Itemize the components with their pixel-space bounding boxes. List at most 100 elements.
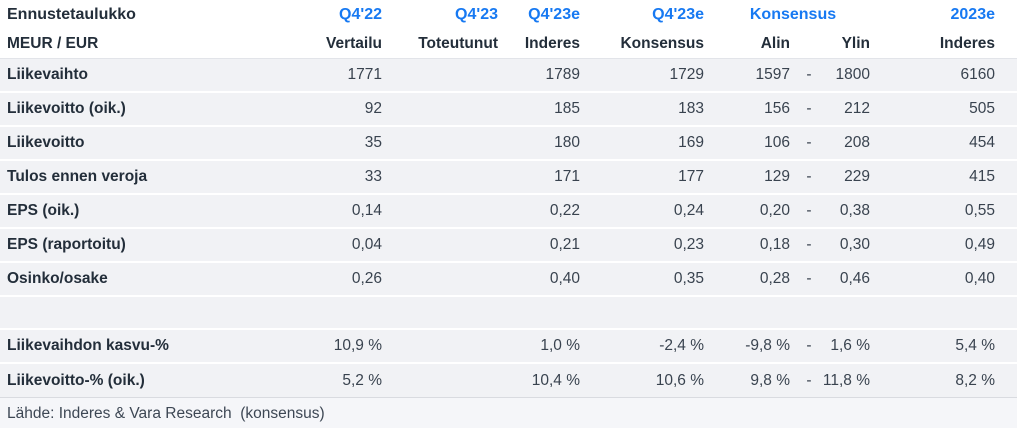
row-label: EPS (oik.) [0, 194, 296, 228]
subheader-inderes: Inderes [504, 30, 586, 58]
table-row-liikevoitto: Liikevoitto 35 180 169 106 - 208 454 [0, 126, 1017, 160]
row-label: EPS (raportoitu) [0, 228, 296, 262]
subheader-vertailu: Vertailu [296, 30, 388, 58]
cell-q4-23 [388, 262, 504, 296]
cell-q4-23 [388, 126, 504, 160]
cell-alin: 0,18 [710, 228, 796, 262]
cell-q4-23e-inderes: 0,22 [504, 194, 586, 228]
col-header-q4-23e-konsensus: Q4'23e [586, 0, 710, 30]
subheader-dash-spacer [796, 30, 822, 58]
row-label: Tulos ennen veroja [0, 160, 296, 194]
cell-2023e: 415 [876, 160, 1017, 194]
cell-range-dash: - [796, 160, 822, 194]
cell-ylin: 0,38 [822, 194, 876, 228]
cell-q4-22: 35 [296, 126, 388, 160]
cell-2023e: 6160 [876, 58, 1017, 92]
col-header-q4-23: Q4'23 [388, 0, 504, 30]
cell-2023e: 0,40 [876, 262, 1017, 296]
cell-range-dash: - [796, 194, 822, 228]
cell-q4-23e-konsensus: 0,35 [586, 262, 710, 296]
cell-2023e: 5,4 % [876, 329, 1017, 363]
cell-2023e: 505 [876, 92, 1017, 126]
cell-q4-23 [388, 363, 504, 397]
cell-2023e: 454 [876, 126, 1017, 160]
subheader-toteutunut: Toteutunut [388, 30, 504, 58]
cell-q4-23e-konsensus: 183 [586, 92, 710, 126]
unit-label: MEUR / EUR [0, 30, 296, 58]
cell-ylin: 229 [822, 160, 876, 194]
cell-q4-23e-konsensus: 0,23 [586, 228, 710, 262]
table-title: Ennustetaulukko [0, 0, 296, 30]
table-row-eps-raportoitu: EPS (raportoitu) 0,04 0,21 0,23 0,18 - 0… [0, 228, 1017, 262]
cell-q4-22: 10,9 % [296, 329, 388, 363]
cell-q4-22: 0,26 [296, 262, 388, 296]
cell-q4-23e-inderes: 0,21 [504, 228, 586, 262]
table-row-osinko-osake: Osinko/osake 0,26 0,40 0,35 0,28 - 0,46 … [0, 262, 1017, 296]
cell-q4-23e-inderes: 185 [504, 92, 586, 126]
subheader-alin: Alin [710, 30, 796, 58]
table-spacer-row [0, 296, 1017, 329]
cell-alin: 0,28 [710, 262, 796, 296]
cell-ylin: 208 [822, 126, 876, 160]
cell-q4-22: 0,04 [296, 228, 388, 262]
cell-ylin: 0,46 [822, 262, 876, 296]
cell-ylin: 11,8 % [822, 363, 876, 397]
cell-range-dash: - [796, 126, 822, 160]
cell-q4-23e-konsensus: 10,6 % [586, 363, 710, 397]
cell-q4-22: 33 [296, 160, 388, 194]
cell-2023e: 0,55 [876, 194, 1017, 228]
cell-ylin: 212 [822, 92, 876, 126]
cell-q4-23e-konsensus: 177 [586, 160, 710, 194]
row-label: Liikevoitto-% (oik.) [0, 363, 296, 397]
cell-range-dash: - [796, 58, 822, 92]
cell-q4-23 [388, 160, 504, 194]
table-row-liikevoitto-pct-oik: Liikevoitto-% (oik.) 5,2 % 10,4 % 10,6 %… [0, 363, 1017, 397]
cell-q4-23 [388, 58, 504, 92]
cell-alin: 129 [710, 160, 796, 194]
cell-range-dash: - [796, 92, 822, 126]
header-sub-row: MEUR / EUR Vertailu Toteutunut Inderes K… [0, 30, 1017, 58]
cell-range-dash: - [796, 228, 822, 262]
cell-alin: 1597 [710, 58, 796, 92]
row-label: Liikevoitto [0, 126, 296, 160]
source-attribution: Lähde: Inderes & Vara Research (konsensu… [0, 397, 1017, 428]
cell-q4-22: 0,14 [296, 194, 388, 228]
col-header-q4-22: Q4'22 [296, 0, 388, 30]
row-label: Osinko/osake [0, 262, 296, 296]
table-row-liikevaihdon-kasvu-pct: Liikevaihdon kasvu-% 10,9 % 1,0 % -2,4 %… [0, 329, 1017, 363]
cell-ylin: 1,6 % [822, 329, 876, 363]
cell-q4-22: 5,2 % [296, 363, 388, 397]
cell-q4-23e-konsensus: -2,4 % [586, 329, 710, 363]
subheader-ylin: Ylin [822, 30, 876, 58]
cell-q4-23e-konsensus: 1729 [586, 58, 710, 92]
subheader-inderes-2023e: Inderes [876, 30, 1017, 58]
row-label: Liikevaihdon kasvu-% [0, 329, 296, 363]
cell-q4-23 [388, 92, 504, 126]
cell-q4-23 [388, 228, 504, 262]
cell-q4-23e-inderes: 1,0 % [504, 329, 586, 363]
cell-q4-22: 92 [296, 92, 388, 126]
table-row-tulos-ennen-veroja: Tulos ennen veroja 33 171 177 129 - 229 … [0, 160, 1017, 194]
cell-q4-23e-inderes: 1789 [504, 58, 586, 92]
subheader-konsensus: Konsensus [586, 30, 710, 58]
cell-2023e: 0,49 [876, 228, 1017, 262]
cell-alin: -9,8 % [710, 329, 796, 363]
cell-alin: 156 [710, 92, 796, 126]
table-row-liikevaihto: Liikevaihto 1771 1789 1729 1597 - 1800 6… [0, 58, 1017, 92]
cell-q4-23 [388, 194, 504, 228]
col-header-q4-23e-inderes: Q4'23e [504, 0, 586, 30]
cell-q4-23e-inderes: 10,4 % [504, 363, 586, 397]
cell-range-dash: - [796, 262, 822, 296]
cell-alin: 9,8 % [710, 363, 796, 397]
cell-q4-23e-konsensus: 0,24 [586, 194, 710, 228]
row-label: Liikevaihto [0, 58, 296, 92]
cell-q4-22: 1771 [296, 58, 388, 92]
cell-alin: 0,20 [710, 194, 796, 228]
cell-q4-23e-konsensus: 169 [586, 126, 710, 160]
col-header-2023e: 2023e [876, 0, 1017, 30]
cell-range-dash: - [796, 363, 822, 397]
header-group-row: Ennustetaulukko Q4'22 Q4'23 Q4'23e Q4'23… [0, 0, 1017, 30]
row-label: Liikevoitto (oik.) [0, 92, 296, 126]
cell-q4-23e-inderes: 171 [504, 160, 586, 194]
forecast-table: Ennustetaulukko Q4'22 Q4'23 Q4'23e Q4'23… [0, 0, 1017, 397]
